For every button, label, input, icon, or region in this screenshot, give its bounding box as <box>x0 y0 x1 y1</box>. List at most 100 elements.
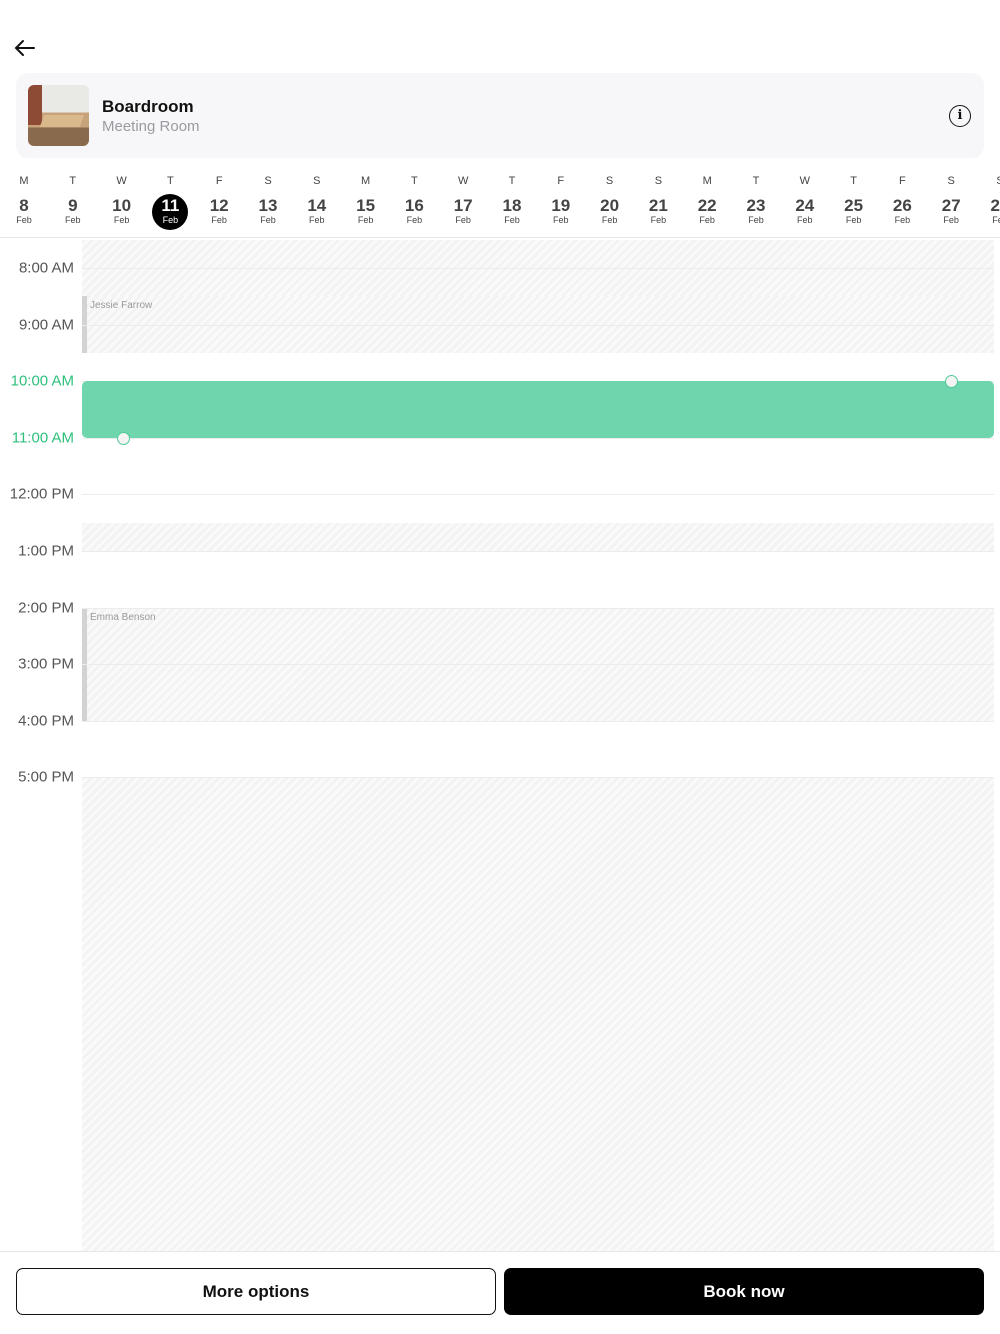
day-28[interactable]: S 28Feb <box>980 170 1000 230</box>
day-circle: 21 Feb <box>640 194 676 230</box>
day-number: 16 <box>404 196 424 215</box>
day-month: Feb <box>357 215 374 225</box>
day-number: 27 <box>941 196 961 215</box>
resize-handle-top[interactable] <box>945 375 958 389</box>
day-20[interactable]: S 20 Feb <box>590 170 630 230</box>
room-type: Meeting Room <box>102 118 200 135</box>
room-name: Boardroom <box>102 97 194 116</box>
day-24[interactable]: W 24 Feb <box>785 170 825 230</box>
day-month: Feb <box>601 215 618 225</box>
day-month: Feb <box>699 215 715 225</box>
hour-line <box>82 720 994 722</box>
day-number: 10 <box>112 196 132 215</box>
hour-label: 3:00 PM <box>18 655 74 673</box>
day-month: Feb <box>162 215 179 225</box>
day-month: Feb <box>943 215 959 225</box>
info-icon[interactable]: i <box>949 105 971 127</box>
day-of-week: M <box>361 175 371 187</box>
day-18[interactable]: T 18 Feb <box>492 170 532 230</box>
day-26[interactable]: F 26 Feb <box>882 170 922 230</box>
hour-line <box>82 494 994 496</box>
event-owner: Jessie Farrow <box>90 300 153 312</box>
day-of-week: M <box>702 175 712 187</box>
day-10[interactable]: W 10 Feb <box>102 170 142 230</box>
unavailable-block <box>82 777 994 1251</box>
day-month: Feb <box>797 215 813 225</box>
unavailable-block <box>82 239 994 297</box>
hour-label: 10:00 AM <box>10 372 74 390</box>
hour-label: 12:00 PM <box>9 485 74 503</box>
date-strip: M 8 Feb T 9 Feb W 10 Feb T 11 Feb F 12 Feb S 13 Feb S 14 Feb… <box>0 170 1000 238</box>
day-13[interactable]: S 13 Feb <box>248 170 288 230</box>
day-27[interactable]: S 27 Feb <box>931 170 971 230</box>
day-month: Feb <box>113 215 130 225</box>
day-circle: 20 Feb <box>592 194 628 230</box>
day-8[interactable]: M 8 Feb <box>4 170 44 230</box>
footer: More options Book now <box>0 1251 1000 1334</box>
day-of-week: T <box>411 175 418 187</box>
hour-line <box>82 777 994 779</box>
day-number: 11 <box>161 196 180 215</box>
day-number: 22 <box>697 196 717 215</box>
day-14[interactable]: S 14 Feb <box>297 170 337 230</box>
day-circle: 10 Feb <box>104 194 140 230</box>
day-month: Feb <box>748 215 764 225</box>
day-of-week: T <box>69 175 77 187</box>
day-of-week: T <box>850 175 857 187</box>
day-of-week: S <box>980 170 1000 190</box>
day-month: Feb <box>260 215 276 225</box>
day-circle: 13 Feb <box>250 194 286 230</box>
day-schedule[interactable]: Jessie Farrow Emma Benson 8:00 AM 9:00 AM 10… <box>0 239 1000 1251</box>
day-number: 8 <box>19 196 29 215</box>
day-month: Feb <box>406 215 423 225</box>
hour-label: 5:00 PM <box>18 768 74 786</box>
hour-line <box>82 437 994 439</box>
day-23[interactable]: T 23 Feb <box>736 170 776 230</box>
resize-handle-bottom[interactable] <box>117 431 130 445</box>
day-16[interactable]: T 16 Feb <box>394 170 434 230</box>
day-12[interactable]: F 12 Feb <box>199 170 239 230</box>
day-25[interactable]: T 25 Feb <box>834 170 874 230</box>
day-of-week: T <box>508 175 516 187</box>
day-month: Feb <box>894 215 911 225</box>
day-month: Feb <box>845 215 862 225</box>
day-of-week: S <box>313 175 321 187</box>
day-15[interactable]: M 15 Feb <box>346 170 386 230</box>
day-circle: 22 Feb <box>689 194 725 230</box>
day-number: 21 <box>648 196 668 215</box>
hour-label: 4:00 PM <box>18 712 74 730</box>
day-22[interactable]: M 22 Feb <box>687 170 727 230</box>
day-circle: 18 Feb <box>494 194 530 230</box>
day-circle: 24 Feb <box>787 194 823 230</box>
day-21[interactable]: S 21 Feb <box>638 170 678 230</box>
day-month: Feb <box>211 215 227 225</box>
book-now-button[interactable]: Book now <box>504 1268 984 1315</box>
day-of-week: T <box>752 175 760 187</box>
day-11[interactable]: T 11 Feb <box>150 170 190 230</box>
day-number: 17 <box>453 196 473 215</box>
day-circle: 9 Feb <box>55 194 91 230</box>
day-month: Feb <box>504 215 520 225</box>
day-number: 19 <box>551 196 571 215</box>
day-month: Feb <box>553 215 569 225</box>
day-number: 23 <box>746 196 766 215</box>
day-of-week: T <box>167 175 174 187</box>
day-19[interactable]: F 19 Feb <box>541 170 581 230</box>
day-of-week: W <box>457 175 469 187</box>
day-9[interactable]: T 9 Feb <box>53 170 93 230</box>
day-circle: 19 Feb <box>543 194 579 230</box>
hour-label: 11:00 AM <box>11 429 74 447</box>
hour-line <box>82 607 994 609</box>
day-number: 28 <box>990 196 1000 215</box>
day-of-week: M <box>19 175 29 187</box>
back-button[interactable] <box>12 36 38 60</box>
day-month: Feb <box>309 215 325 225</box>
day-of-week: F <box>899 175 906 187</box>
event-owner: Emma Benson <box>90 611 156 623</box>
arrow-left-icon <box>14 40 35 56</box>
day-of-week: W <box>799 175 810 187</box>
day-17[interactable]: W 17 Feb <box>443 170 483 230</box>
more-options-button[interactable]: More options <box>16 1268 496 1315</box>
selected-booking[interactable] <box>82 381 994 438</box>
day-circle: 8 Feb <box>6 194 42 230</box>
